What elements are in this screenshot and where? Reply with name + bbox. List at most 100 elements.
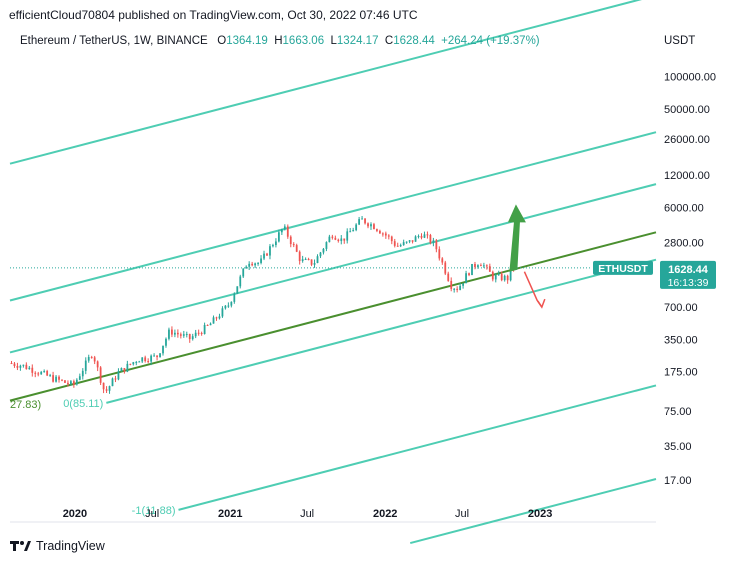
candle-body	[25, 364, 28, 370]
candle-body	[248, 263, 251, 267]
channel-line[interactable]	[178, 384, 657, 511]
candle-body	[411, 240, 414, 242]
high-value: 1663.06	[282, 35, 325, 47]
candle-body	[462, 283, 464, 286]
channel-line[interactable]	[106, 258, 657, 404]
candle-body	[277, 232, 280, 242]
close-value: 1628.44	[393, 35, 435, 47]
candle-body	[263, 253, 265, 259]
candle-body	[304, 259, 307, 261]
candle-body	[233, 293, 236, 302]
open-value: 1364.19	[226, 35, 268, 47]
candle-body	[212, 317, 215, 324]
channel-midline-label: 27.83)	[10, 399, 41, 411]
candle-body	[114, 378, 117, 380]
channel-line[interactable]	[9, 131, 657, 302]
channel-line[interactable]	[9, 0, 656, 165]
candle-body	[185, 333, 188, 335]
time-tick-label: Jul	[455, 508, 469, 520]
candle-body	[129, 363, 132, 365]
candle-body	[313, 263, 316, 265]
candle-body	[503, 275, 506, 281]
candle-body	[156, 355, 158, 358]
channel-level-label: 0(85.11)	[63, 398, 103, 410]
candle-body	[218, 316, 221, 319]
candle-body	[453, 288, 456, 290]
candle-body	[289, 236, 292, 245]
projection-arrows[interactable]	[507, 204, 546, 309]
candle-body	[126, 363, 129, 372]
price-tick-label: 26000.00	[664, 134, 710, 146]
up-arrow-drawing[interactable]	[507, 204, 526, 272]
candle-body	[99, 367, 102, 383]
candle-body	[325, 242, 328, 249]
candle-body	[417, 236, 420, 238]
candle-body	[227, 305, 230, 307]
price-badge	[660, 260, 716, 289]
candle-body	[28, 367, 31, 370]
candlestick-series	[10, 215, 515, 394]
candle-body	[283, 226, 286, 230]
candle-body	[173, 332, 176, 335]
candle-body	[153, 355, 155, 357]
parallel-channel-drawing[interactable]: 0(85.11) -1(11.88) 27.83)	[9, 0, 657, 545]
time-axis[interactable]: 2020 Jul 2021 Jul 2022 Jul 2023	[63, 508, 553, 520]
down-arrow-head	[537, 298, 546, 309]
candle-body	[405, 241, 408, 243]
candle-body	[319, 252, 322, 257]
channel-line[interactable]	[9, 183, 657, 354]
candle-body	[108, 386, 111, 391]
candle-body	[459, 285, 462, 290]
candle-body	[230, 301, 233, 306]
candle-body	[84, 360, 87, 371]
symbol-title[interactable]: Ethereum / TetherUS, 1W, BINANCE	[20, 35, 208, 47]
candle-body	[46, 371, 49, 376]
candle-body	[474, 264, 476, 267]
candle-body	[509, 267, 512, 281]
candle-body	[188, 333, 191, 340]
candle-body	[328, 236, 331, 243]
candle-body	[402, 242, 405, 246]
candle-body	[144, 357, 147, 362]
candle-body	[477, 265, 479, 267]
candle-body	[242, 268, 245, 277]
candle-body	[16, 365, 19, 368]
candle-body	[435, 240, 438, 250]
candle-body	[37, 373, 40, 375]
channel-midline[interactable]	[9, 231, 657, 402]
candle-body	[31, 367, 34, 373]
candle-body	[141, 357, 144, 362]
candle-body	[117, 371, 120, 380]
candle-body	[497, 273, 500, 276]
candle-body	[40, 371, 43, 375]
candle-body	[215, 317, 218, 319]
candle-body	[165, 338, 167, 346]
channel-line[interactable]	[409, 478, 657, 545]
candle-body	[379, 230, 381, 234]
candle-body	[343, 238, 346, 241]
candle-body	[485, 265, 488, 267]
candle-body	[102, 382, 105, 390]
candle-body	[482, 265, 485, 267]
time-tick-label: 2020	[63, 508, 87, 520]
time-tick-label: Jul	[145, 508, 159, 520]
candle-body	[307, 259, 310, 261]
candle-body	[295, 245, 298, 252]
candle-body	[358, 219, 361, 225]
candle-body	[221, 308, 224, 317]
candle-body	[176, 332, 179, 335]
candle-body	[441, 258, 444, 263]
candle-body	[423, 234, 426, 238]
candle-body	[150, 355, 153, 362]
candle-body	[13, 363, 16, 366]
candle-body	[266, 253, 268, 256]
currency-label: USDT	[664, 35, 696, 47]
candle-body	[81, 370, 84, 377]
candle-body	[352, 230, 355, 232]
tradingview-footer[interactable]: TradingView	[10, 539, 105, 553]
candle-body	[260, 258, 262, 263]
candle-body	[55, 376, 57, 382]
candle-body	[387, 235, 390, 237]
tradingview-logo-icon	[10, 541, 31, 551]
